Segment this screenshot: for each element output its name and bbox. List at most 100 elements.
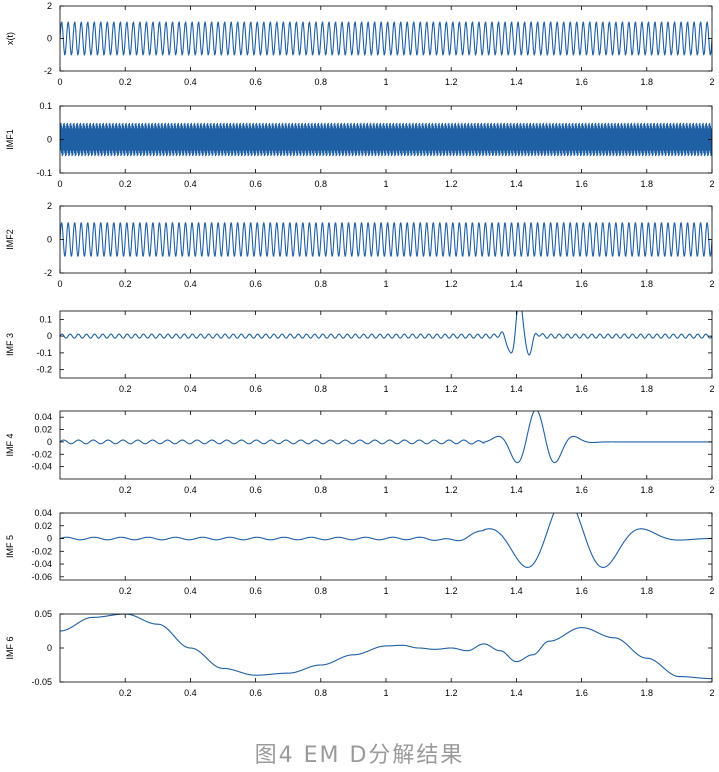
x-tick-label: 1 [383, 586, 388, 596]
x-tick-label: 0.2 [119, 179, 132, 189]
chart-panel-4: 0.2 0.4 0.6 0.8 1 1.2 1.4 1.6 1.8 2 -0.2 -0.1 0 0.1 IM… [5, 310, 715, 394]
x-tick-label: 0.8 [315, 485, 328, 495]
x-tick-label: 1.2 [445, 688, 458, 698]
x-tick-label: 0.2 [119, 485, 132, 495]
x-tick-label: 1 [383, 179, 388, 189]
x-tick-label: 0.6 [249, 279, 262, 289]
x-tick-label: 1.8 [641, 688, 654, 698]
y-tick-label: -0.04 [31, 559, 52, 569]
x-tick-label: 1.6 [575, 77, 588, 87]
y-tick-label: -0.04 [31, 462, 52, 472]
y-tick-label: -0.1 [36, 348, 52, 358]
y-axis-label: IMF1 [5, 129, 15, 150]
y-tick-label: 0.1 [39, 314, 52, 324]
x-tick-label: 1.4 [510, 586, 523, 596]
x-tick-label: 1 [383, 77, 388, 87]
x-tick-label: 1.4 [510, 179, 523, 189]
x-tick-label: 0 [57, 279, 62, 289]
y-axis-label: IMF 6 [5, 636, 15, 659]
x-tick-label: 1.4 [510, 77, 523, 87]
y-tick-label: 0 [47, 437, 52, 447]
x-tick-label: 1.8 [641, 586, 654, 596]
x-tick-label: 0.4 [184, 77, 197, 87]
emd-figure: 0 0.2 0.4 0.6 0.8 1 1.2 1.4 1.6 1.8 2 -2 0 2 x(t) 0 0.2 0… [5, 1, 715, 698]
y-axis-label: IMF2 [5, 229, 15, 250]
x-tick-label: 1.6 [575, 179, 588, 189]
x-tick-label: 2 [709, 586, 714, 596]
x-tick-label: 0.6 [249, 384, 262, 394]
chart-panel-3: 0 0.2 0.4 0.6 0.8 1 1.2 1.4 1.6 1.8 2 -2 0 2 IMF2 [5, 201, 715, 289]
x-tick-label: 0.8 [315, 384, 328, 394]
y-tick-label: 0 [47, 331, 52, 341]
y-tick-label: 0 [47, 534, 52, 544]
y-axis-label: IMF 5 [5, 535, 15, 558]
x-tick-label: 0.6 [249, 77, 262, 87]
x-tick-label: 1.4 [510, 384, 523, 394]
x-tick-label: 0.6 [249, 688, 262, 698]
x-tick-label: 2 [709, 77, 714, 87]
y-tick-label: 2 [47, 1, 52, 11]
x-tick-label: 0 [57, 77, 62, 87]
y-axis-label: IMF 3 [5, 333, 15, 356]
x-tick-label: 0.4 [184, 688, 197, 698]
chart-panel-6: 0.2 0.4 0.6 0.8 1 1.2 1.4 1.6 1.8 2 -0.06 -0.04 -0.0… [5, 508, 715, 596]
x-tick-label: 0.8 [315, 179, 328, 189]
series-line-3 [60, 222, 712, 257]
series-line-5 [60, 411, 712, 464]
x-tick-label: 0.8 [315, 586, 328, 596]
x-tick-label: 1.4 [510, 485, 523, 495]
x-tick-label: 1.8 [641, 77, 654, 87]
x-tick-label: 1.2 [445, 384, 458, 394]
y-axis-label: IMF 4 [5, 433, 15, 456]
x-tick-label: 1.2 [445, 586, 458, 596]
x-tick-label: 0.4 [184, 586, 197, 596]
series-line-1 [60, 21, 712, 56]
x-tick-label: 0.2 [119, 279, 132, 289]
series-line-7 [60, 614, 712, 680]
x-tick-label: 1.2 [445, 279, 458, 289]
x-tick-label: 1.6 [575, 688, 588, 698]
x-tick-label: 1 [383, 384, 388, 394]
x-tick-label: 1.6 [575, 279, 588, 289]
axes-box [59, 512, 713, 581]
x-tick-label: 0.2 [119, 586, 132, 596]
y-tick-label: 0 [47, 34, 52, 44]
y-tick-label: -2 [44, 268, 52, 278]
y-tick-label: -0.02 [31, 546, 52, 556]
x-tick-label: 1.8 [641, 384, 654, 394]
y-tick-label: 0.04 [34, 508, 52, 518]
series-line-4 [60, 311, 712, 356]
x-tick-label: 0.6 [249, 485, 262, 495]
x-tick-label: 1.4 [510, 688, 523, 698]
x-tick-label: 2 [709, 485, 714, 495]
axes-box [59, 310, 713, 379]
chart-panel-7: 0.2 0.4 0.6 0.8 1 1.2 1.4 1.6 1.8 2 -0.05 0 0.05 IMF … [5, 609, 715, 698]
x-tick-label: 1.2 [445, 179, 458, 189]
x-tick-label: 1.8 [641, 279, 654, 289]
x-tick-label: 2 [709, 179, 714, 189]
x-tick-label: 2 [709, 279, 714, 289]
y-tick-label: 0.05 [34, 609, 52, 619]
y-tick-label: 0 [47, 135, 52, 145]
x-tick-label: 1.6 [575, 586, 588, 596]
x-tick-label: 0.8 [315, 688, 328, 698]
y-tick-label: -0.02 [31, 449, 52, 459]
y-tick-label: 0.1 [39, 101, 52, 111]
x-tick-label: 0.4 [184, 384, 197, 394]
figure-caption: 图4 EM D分解结果 [254, 743, 465, 768]
y-axis-label: x(t) [5, 32, 15, 45]
chart-panel-5: 0.2 0.4 0.6 0.8 1 1.2 1.4 1.6 1.8 2 -0.04 -0.02 0 0.0… [5, 410, 715, 495]
axes-box [59, 410, 713, 480]
y-tick-label: 0.02 [34, 425, 52, 435]
x-tick-label: 0.2 [119, 77, 132, 87]
x-tick-label: 1.6 [575, 384, 588, 394]
chart-panel-2: 0 0.2 0.4 0.6 0.8 1 1.2 1.4 1.6 1.8 2 -0.1 0 0.1 IMF1 [5, 101, 715, 189]
x-tick-label: 0.6 [249, 586, 262, 596]
x-tick-label: 1 [383, 485, 388, 495]
x-tick-label: 0.6 [249, 179, 262, 189]
x-tick-label: 0.8 [315, 77, 328, 87]
x-tick-label: 0.4 [184, 485, 197, 495]
chart-panel-1: 0 0.2 0.4 0.6 0.8 1 1.2 1.4 1.6 1.8 2 -2 0 2 x(t) [5, 1, 715, 87]
y-tick-label: 0.02 [34, 521, 52, 531]
y-tick-label: 0 [47, 643, 52, 653]
